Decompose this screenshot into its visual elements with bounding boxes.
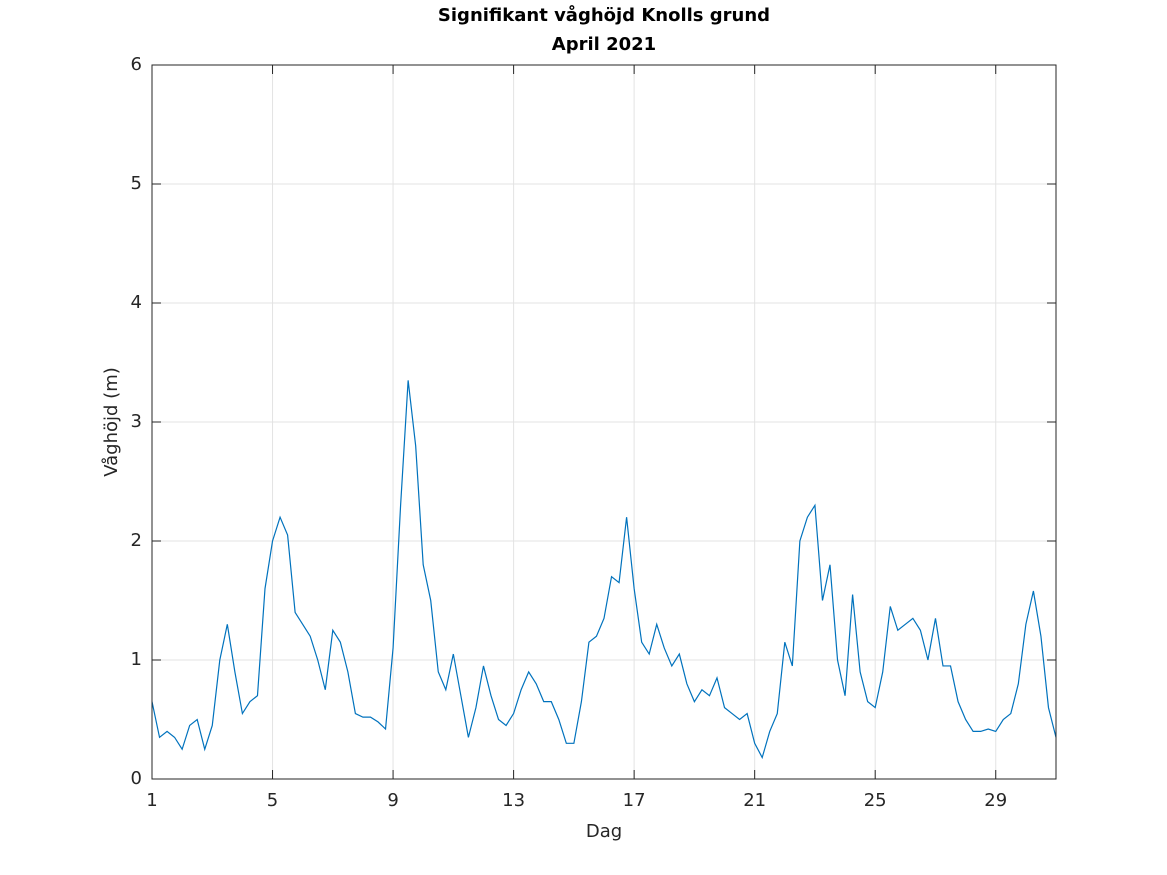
y-tick-label: 4 xyxy=(131,292,142,313)
x-tick-label: 17 xyxy=(623,790,646,811)
x-tick-label: 5 xyxy=(267,790,278,811)
x-axis-label: Dag xyxy=(586,821,622,842)
y-axis-label: Våghöjd (m) xyxy=(101,367,122,477)
x-tick-label: 21 xyxy=(743,790,766,811)
x-tick-label: 9 xyxy=(387,790,398,811)
y-tick-label: 6 xyxy=(131,54,142,75)
y-tick-label: 2 xyxy=(131,530,142,551)
y-tick-label: 3 xyxy=(131,411,142,432)
x-tick-label: 25 xyxy=(864,790,887,811)
chart-subtitle: April 2021 xyxy=(552,34,656,55)
chart-title: Signifikant våghöjd Knolls grund xyxy=(438,4,770,26)
plot-frame xyxy=(151,64,1057,780)
x-tick-label: 29 xyxy=(984,790,1007,811)
y-tick-label: 1 xyxy=(131,649,142,670)
y-tick-label: 5 xyxy=(131,173,142,194)
data-line xyxy=(151,380,1057,760)
x-tick-label: 13 xyxy=(502,790,525,811)
y-tick-label: 0 xyxy=(131,768,142,789)
x-tick-label: 1 xyxy=(146,790,157,811)
